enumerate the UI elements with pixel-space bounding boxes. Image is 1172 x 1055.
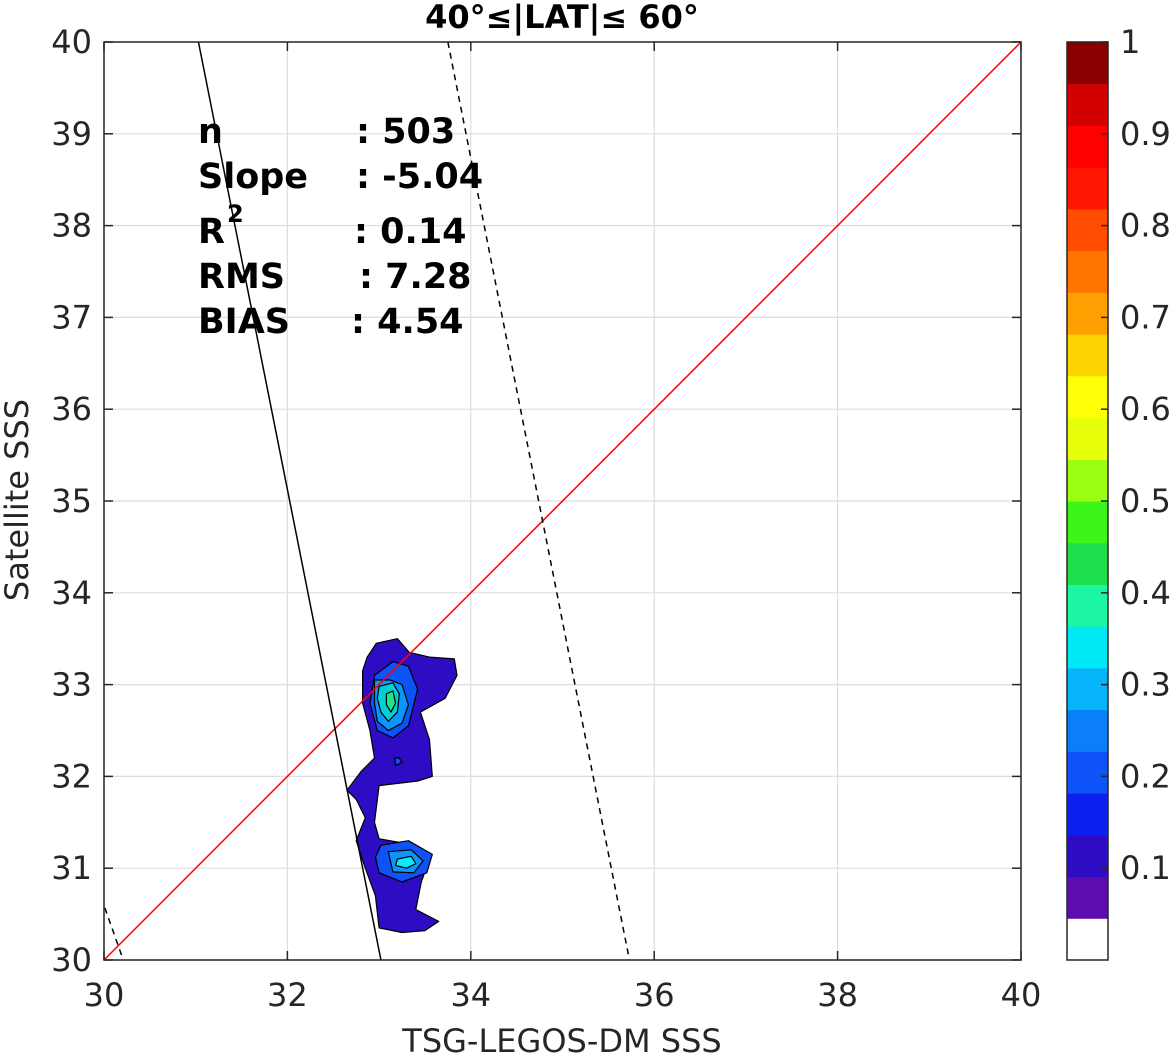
colorbar-segment: [1067, 542, 1108, 585]
x-axis-label: TSG-LEGOS-DM SSS: [401, 1022, 721, 1055]
colorbar-tick-label: 0.4: [1120, 574, 1171, 612]
chart-title: 40°≤|LAT|≤ 60°: [425, 0, 699, 37]
contour-fills: [346, 638, 458, 934]
colorbar-segment: [1067, 876, 1108, 919]
x-tick-label: 34: [450, 976, 491, 1014]
y-tick-label: 34: [51, 574, 92, 612]
y-tick-label: 37: [51, 298, 92, 336]
colorbar-segment: [1067, 584, 1108, 627]
y-tick-label: 33: [51, 666, 92, 704]
colorbar-tick-label: 0.6: [1120, 390, 1171, 428]
stat-slope-label: Slope: [198, 157, 308, 197]
colorbar-segment: [1067, 751, 1108, 794]
colorbar-segment: [1067, 709, 1108, 752]
colorbar-segment: [1067, 375, 1108, 419]
colorbar-segment: [1067, 125, 1108, 168]
y-tick-label: 32: [51, 757, 92, 795]
colorbar-segment: [1067, 459, 1108, 502]
reference-lines: [104, 42, 1021, 960]
stat-r2-value: : 0.14: [354, 212, 467, 252]
colorbar-tick-label: 0.1: [1120, 849, 1171, 887]
colorbar-segment: [1067, 918, 1108, 961]
fit-offset-upper-line: [447, 42, 631, 960]
colorbar-segment: [1067, 626, 1108, 669]
stat-slope-value: : -5.04: [356, 157, 483, 197]
stat-r2-label: R: [198, 212, 225, 252]
colorbar-segment: [1067, 501, 1108, 544]
x-tick-label: 36: [634, 976, 675, 1014]
colorbar-segment: [1067, 834, 1108, 878]
stats-annotation: n : 503 Slope : -5.04 R 2 : 0.14 RMS : 7…: [198, 112, 483, 342]
stat-rms-value: : 7.28: [359, 257, 472, 297]
contour-level-0.45: [385, 690, 397, 713]
colorbar-tick-label: 0.9: [1120, 115, 1171, 153]
colorbar-segment: [1067, 793, 1108, 836]
colorbar-tick-label: 0.7: [1120, 298, 1171, 336]
contour-level-0.15: [394, 757, 403, 767]
colorbar-segment: [1067, 417, 1108, 460]
colorbar-segment: [1067, 167, 1108, 210]
colorbar-segment: [1067, 250, 1108, 293]
stat-bias-value: : 4.54: [351, 302, 464, 342]
y-tick-label: 35: [51, 482, 92, 520]
y-tick-label: 40: [51, 23, 92, 61]
y-axis-label: Satellite SSS: [0, 399, 36, 601]
x-tick-label: 30: [84, 976, 125, 1014]
stat-r2-superscript: 2: [227, 200, 244, 228]
y-tick-label: 30: [51, 941, 92, 979]
stat-n-label: n: [198, 112, 223, 152]
colorbar-segment: [1067, 667, 1108, 711]
colorbar-segment: [1067, 334, 1108, 377]
y-tick-label: 38: [51, 207, 92, 245]
colorbar-segment: [1067, 292, 1108, 335]
x-tick-label: 32: [267, 976, 308, 1014]
y-tick-label: 39: [51, 115, 92, 153]
stat-rms-label: RMS: [198, 257, 285, 297]
colorbar-tick-label: 1: [1120, 23, 1140, 61]
identity-line: [104, 42, 1021, 960]
stat-n-value: : 503: [356, 112, 455, 152]
y-tick-label: 31: [51, 849, 92, 887]
y-tick-label: 36: [51, 390, 92, 428]
colorbar: 0.1 0.2 0.3 0.4 0.5 0.6 0.7 0.8 0.9 1: [1066, 23, 1171, 961]
fit-line: [197, 42, 382, 960]
colorbar-segment: [1067, 208, 1108, 252]
colorbar-tick-label: 0.3: [1120, 666, 1171, 704]
colorbar-tick-label: 0.2: [1120, 757, 1171, 795]
colorbar-tick-label: 0.5: [1120, 482, 1171, 520]
stat-bias-label: BIAS: [198, 302, 290, 342]
contour-level-0.35: [395, 855, 417, 869]
colorbar-segment: [1067, 42, 1108, 85]
colorbar-tick-label: 0.8: [1120, 207, 1171, 245]
x-tick-label: 40: [1001, 976, 1042, 1014]
axis-ticks: 30 32 34 36 38 40 30 31 32 33 34 35 36 37 38 39 40: [51, 23, 1041, 1014]
colorbar-segment: [1067, 83, 1108, 126]
fit-offset-lower-line: [104, 903, 124, 960]
x-tick-label: 38: [817, 976, 858, 1014]
